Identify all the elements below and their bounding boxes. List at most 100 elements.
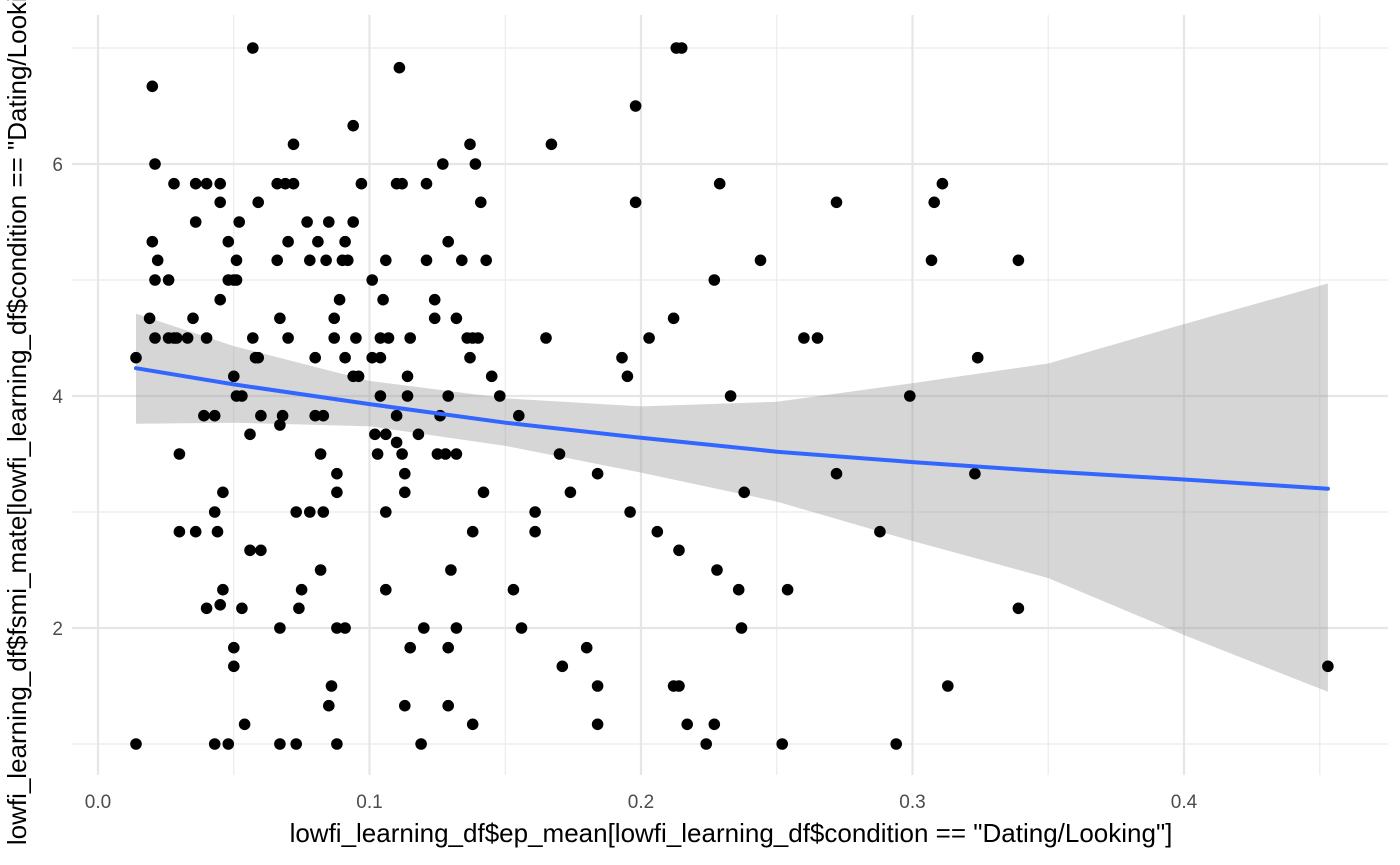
data-point-188 xyxy=(450,622,463,634)
data-point-166 xyxy=(874,525,886,538)
data-point-204 xyxy=(399,699,411,712)
data-point-119 xyxy=(198,409,210,422)
data-point-144 xyxy=(591,467,604,480)
data-point-40 xyxy=(312,235,324,248)
data-point-37 xyxy=(146,235,159,248)
data-point-158 xyxy=(529,506,541,518)
data-point-9 xyxy=(287,138,300,151)
data-point-153 xyxy=(208,506,221,518)
data-point-68 xyxy=(143,312,156,325)
data-point-151 xyxy=(564,486,577,499)
data-point-198 xyxy=(325,680,338,692)
data-point-171 xyxy=(445,564,457,576)
data-point-28 xyxy=(475,196,487,209)
data-point-52 xyxy=(456,254,468,267)
data-point-132 xyxy=(412,428,425,441)
data-point-58 xyxy=(162,274,175,286)
data-point-135 xyxy=(314,448,327,460)
data-point-148 xyxy=(331,486,343,499)
data-point-173 xyxy=(217,583,229,596)
data-point-102 xyxy=(464,351,476,364)
data-point-31 xyxy=(928,196,940,209)
data-point-43 xyxy=(151,254,164,267)
data-point-218 xyxy=(700,738,712,750)
data-point-98 xyxy=(309,351,322,364)
data-point-120 xyxy=(208,409,221,422)
data-point-25 xyxy=(936,177,949,190)
y-axis-ticks: 2 4 6 xyxy=(52,155,63,640)
data-point-115 xyxy=(442,390,455,402)
data-point-203 xyxy=(323,699,335,712)
data-point-109 xyxy=(485,370,498,383)
data-point-216 xyxy=(331,738,343,750)
data-point-157 xyxy=(380,506,392,518)
data-point-24 xyxy=(713,177,726,190)
data-point-79 xyxy=(181,332,194,344)
y-tick-label-0: 2 xyxy=(52,619,63,640)
data-point-184 xyxy=(274,622,286,634)
data-point-27 xyxy=(252,196,264,209)
data-point-93 xyxy=(798,332,810,344)
data-point-212 xyxy=(208,738,221,750)
data-point-179 xyxy=(214,599,226,611)
data-point-154 xyxy=(290,506,303,518)
data-point-35 xyxy=(323,216,335,228)
data-point-69 xyxy=(187,312,199,325)
data-point-71 xyxy=(328,312,341,325)
data-point-30 xyxy=(830,196,843,209)
data-point-87 xyxy=(404,332,417,344)
data-point-161 xyxy=(189,525,202,538)
data-point-14 xyxy=(189,177,202,190)
y-tick-label-1: 4 xyxy=(52,387,63,408)
data-point-213 xyxy=(222,738,235,750)
data-point-75 xyxy=(149,332,161,344)
data-point-164 xyxy=(529,525,541,538)
data-point-94 xyxy=(811,332,824,344)
x-tick-label-0: 0.0 xyxy=(85,792,111,813)
data-point-169 xyxy=(673,544,685,557)
data-point-174 xyxy=(295,583,308,596)
data-point-80 xyxy=(200,332,213,344)
data-point-156 xyxy=(317,506,330,518)
data-point-122 xyxy=(276,409,289,422)
data-point-32 xyxy=(189,216,202,228)
data-point-65 xyxy=(333,293,346,306)
data-point-72 xyxy=(428,312,441,325)
data-point-192 xyxy=(404,641,417,654)
data-point-34 xyxy=(301,216,313,228)
data-point-189 xyxy=(515,622,528,634)
y-tick-label-2: 6 xyxy=(52,155,63,176)
y-axis-title: lowfi_learning_df$fsmi_mate[lowfi_learni… xyxy=(2,0,32,845)
data-point-185 xyxy=(331,622,343,634)
data-point-146 xyxy=(969,467,981,480)
data-point-209 xyxy=(681,718,693,731)
data-point-81 xyxy=(247,332,259,344)
data-point-33 xyxy=(233,216,245,228)
data-point-196 xyxy=(556,660,569,673)
data-point-162 xyxy=(211,525,224,538)
data-point-26 xyxy=(214,196,226,209)
data-point-114 xyxy=(401,390,414,402)
data-point-178 xyxy=(781,583,794,596)
x-axis-title: lowfi_learning_df$ep_mean[lowfi_learning… xyxy=(290,818,1173,848)
data-point-17 xyxy=(271,177,284,190)
data-point-62 xyxy=(366,274,379,286)
data-point-149 xyxy=(399,486,411,499)
data-point-78 xyxy=(170,332,183,344)
data-point-23 xyxy=(420,177,433,190)
data-point-29 xyxy=(629,196,642,209)
data-point-84 xyxy=(350,332,362,344)
data-point-207 xyxy=(466,718,479,731)
data-point-121 xyxy=(255,409,267,422)
data-point-46 xyxy=(304,254,316,267)
data-point-140 xyxy=(450,448,463,460)
data-point-180 xyxy=(200,602,213,615)
data-point-2 xyxy=(675,42,688,54)
data-point-127 xyxy=(513,409,525,422)
data-point-131 xyxy=(380,428,392,441)
data-point-125 xyxy=(390,409,403,422)
data-point-112 xyxy=(236,390,248,402)
data-point-4 xyxy=(146,80,159,93)
data-point-82 xyxy=(282,332,294,344)
